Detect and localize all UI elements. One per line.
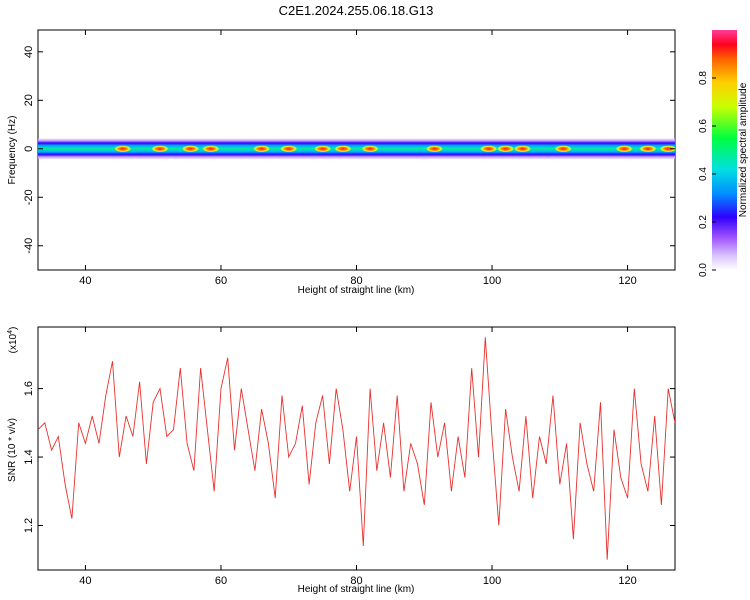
snr-xtick-label: 80 [350, 575, 362, 587]
snr-xtick-label: 120 [618, 575, 636, 587]
spectrogram-xtick-label: 60 [215, 275, 227, 287]
spectral-hotspot [201, 145, 220, 153]
colorbar-tick-label: 0.8 [698, 71, 709, 85]
spectrogram-ytick-label: 20 [23, 94, 35, 106]
spectrogram-ytick-label: -40 [23, 238, 35, 254]
colorbar-tick-label: 0.4 [698, 167, 709, 181]
snr-exponent-label: (x104) [7, 327, 19, 354]
colorbar-label: Normalized spectral amplitude [738, 82, 749, 217]
snr-xlabel: Height of straight line (km) [298, 584, 415, 595]
spectral-hotspot [425, 145, 444, 153]
spectral-hotspot [150, 145, 169, 153]
snr-ytick-label: 1.4 [23, 449, 35, 464]
spectrogram-xtick-label: 40 [79, 275, 91, 287]
spectral-hotspot [659, 145, 675, 153]
snr-xtick-label: 100 [483, 575, 501, 587]
spectral-hotspot [279, 145, 298, 153]
spectral-hotspot [181, 145, 200, 153]
spectral-hotspot [479, 145, 498, 153]
spectral-hotspot [513, 145, 532, 153]
spectrogram-xtick-label: 120 [618, 275, 636, 287]
colorbar-tick-label: 0.2 [698, 215, 709, 229]
snr-xtick-label: 60 [215, 575, 227, 587]
snr-xtick-label: 40 [79, 575, 91, 587]
spectral-hotspot [554, 145, 573, 153]
spectrogram-panel: 40 60 80 100 120 -40 -20 0 20 40 Height of straig… [7, 29, 676, 296]
snr-ylabel: SNR (10 * v/v) [7, 418, 18, 482]
spectrogram-xtick-label: 80 [350, 275, 362, 287]
colorbar-tick-label: 0.6 [698, 119, 709, 133]
colorbar-tick-label: 0.0 [698, 263, 709, 277]
spectral-hotspot [252, 145, 271, 153]
spectrogram-xtick-label: 100 [483, 275, 501, 287]
figure-title: C2E1.2024.255.06.18.G13 [279, 3, 434, 18]
snr-panel: 40 60 80 100 120 1.2 1.4 1.6 Height of straight… [7, 326, 676, 595]
snr-ytick-label: 1.2 [23, 518, 35, 533]
spectral-hotspot [361, 145, 380, 153]
spectral-hotspot [496, 145, 515, 153]
spectral-hotspot [615, 145, 634, 153]
spectrogram-xlabel: Height of straight line (km) [298, 285, 415, 296]
snr-frame [37, 326, 676, 571]
spectrogram-ytick-label: 0 [23, 146, 35, 152]
spectral-hotspot [313, 145, 332, 153]
spectral-hotspot [113, 145, 132, 153]
spectral-hotspot [638, 145, 657, 153]
snr-series-line [38, 337, 675, 560]
colorbar: 0.0 0.2 0.4 0.6 0.8 Normalized spectral ampl… [698, 30, 749, 277]
spectral-hotspot [333, 145, 352, 153]
spectrogram-ylabel: Frequency (Hz) [7, 116, 18, 185]
spectrogram-ytick-label: -20 [23, 189, 35, 205]
spectrogram-ytick-label: 40 [23, 46, 35, 58]
colorbar-scale [712, 30, 737, 270]
snr-ytick-label: 1.6 [23, 381, 35, 396]
